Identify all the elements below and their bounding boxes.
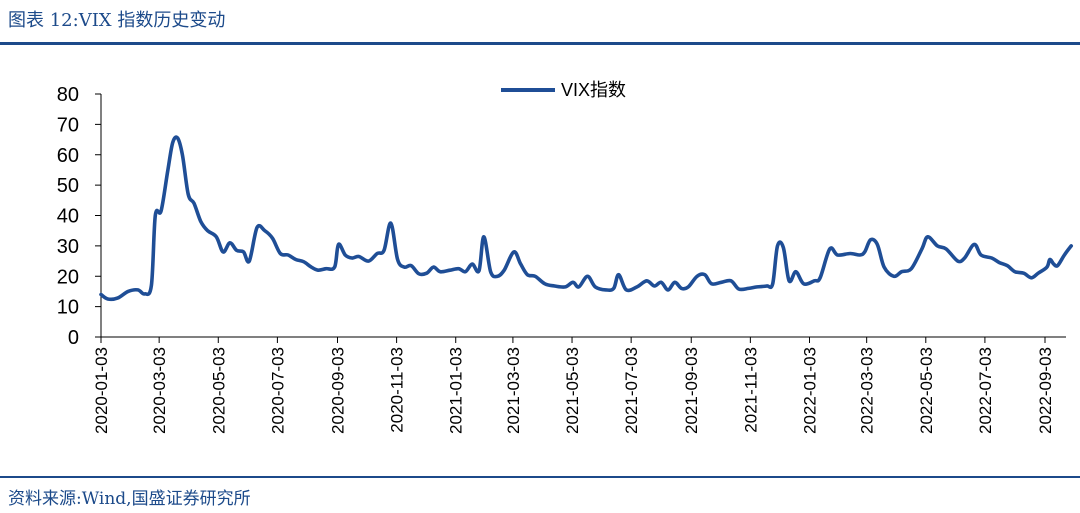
x-tick-label: 2021-11-03 <box>741 347 760 433</box>
y-tick-label: 50 <box>57 175 79 197</box>
x-tick-label: 2022-01-03 <box>800 347 819 434</box>
y-axis: 0 10 20 30 40 50 60 70 80 <box>57 84 102 349</box>
x-tick-label: 2022-09-03 <box>1036 347 1055 434</box>
y-tick-label: 10 <box>57 297 79 319</box>
y-tick-label: 60 <box>57 145 79 167</box>
x-axis: 2020-01-03 2020-03-03 2020-05-03 2020-07-03… <box>92 336 1066 434</box>
y-tick-label: 20 <box>57 266 79 288</box>
bottom-divider <box>0 476 1080 478</box>
x-tick-label: 2021-07-03 <box>622 347 641 434</box>
y-tick-label: 70 <box>57 114 79 136</box>
x-tick-label: 2021-01-03 <box>447 347 466 434</box>
x-tick-label: 2021-05-03 <box>563 347 582 434</box>
x-tick-label: 2022-03-03 <box>858 347 877 434</box>
y-tick-label: 0 <box>68 327 79 349</box>
x-tick-label: 2020-05-03 <box>209 347 228 434</box>
legend: VIX指数 <box>501 80 626 100</box>
source-note: 资料来源:Wind,国盛证券研究所 <box>8 489 251 509</box>
x-tick-label: 2020-09-03 <box>328 347 347 434</box>
x-tick-label: 2022-07-03 <box>976 347 995 434</box>
top-divider <box>0 42 1080 45</box>
figure-title: 图表 12:VIX 指数历史变动 <box>8 10 226 31</box>
x-tick-label: 2021-09-03 <box>682 347 701 434</box>
x-tick-label: 2022-05-03 <box>917 347 936 434</box>
series-layer <box>99 135 1073 302</box>
x-tick-label: 2020-11-03 <box>388 347 407 433</box>
y-tick-label: 80 <box>57 84 79 106</box>
x-tick-label: 2020-03-03 <box>150 347 169 434</box>
x-tick-label: 2021-03-03 <box>504 347 523 434</box>
y-tick-label: 30 <box>57 236 79 258</box>
x-tick-label: 2020-01-03 <box>92 347 111 434</box>
vix-series-line <box>99 135 1073 302</box>
x-tick-label: 2020-07-03 <box>268 347 287 434</box>
legend-label: VIX指数 <box>561 80 626 100</box>
y-tick-label: 40 <box>57 206 79 228</box>
